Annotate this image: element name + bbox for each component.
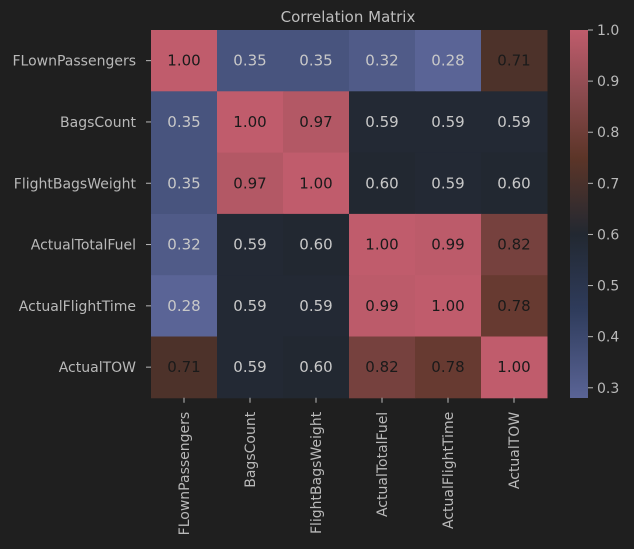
- cell-value-label: 0.71: [497, 52, 530, 70]
- colorbar-tick-label: 0.8: [597, 125, 619, 141]
- heatmap-cell: [217, 30, 284, 92]
- y-tick-label: FlightBagsWeight: [14, 176, 137, 192]
- heatmap-cell: [151, 275, 218, 337]
- heatmap-cell: [151, 152, 218, 215]
- heatmap-cell: [349, 30, 416, 92]
- heatmap-cell: [481, 213, 548, 276]
- cell-value-label: 0.99: [365, 297, 398, 315]
- heatmap-cell: [151, 213, 218, 276]
- cell-value-label: 0.59: [497, 113, 530, 131]
- x-tick-label: ActualTotalFuel: [375, 412, 391, 517]
- cell-value-label: 0.35: [167, 113, 200, 131]
- colorbar-tick-label: 0.6: [597, 227, 619, 243]
- colorbar-gradient: [570, 30, 588, 398]
- cell-value-label: 0.99: [431, 236, 464, 254]
- colorbar-tick-label: 1.0: [597, 23, 619, 39]
- heatmap-cell: [217, 275, 284, 337]
- chart-title: Correlation Matrix: [281, 8, 416, 26]
- cell-value-label: 0.78: [431, 358, 464, 376]
- colorbar-tick-label: 0.4: [597, 330, 619, 346]
- cell-value-label: 0.60: [299, 358, 332, 376]
- heatmap-cell: [283, 152, 350, 215]
- heatmap-cell: [349, 152, 416, 215]
- colorbar-tick-label: 0.3: [597, 381, 619, 397]
- cell-value-label: 0.32: [167, 236, 200, 254]
- y-tick-label: ActualFlightTime: [19, 299, 136, 315]
- colorbar-tick-label: 0.9: [597, 74, 619, 90]
- cell-value-label: 0.71: [167, 358, 200, 376]
- cell-value-label: 0.35: [299, 52, 332, 70]
- heatmap-cell: [481, 91, 548, 154]
- cell-value-label: 0.59: [233, 297, 266, 315]
- heatmap-cell: [415, 336, 482, 399]
- cell-value-label: 0.82: [497, 236, 530, 254]
- x-tick-label: ActualFlightTime: [441, 412, 457, 529]
- cell-value-label: 0.32: [365, 52, 398, 70]
- heatmap-cell: [415, 275, 482, 337]
- heatmap-cell: [217, 152, 284, 215]
- heatmap-cell: [283, 91, 350, 154]
- heatmap-cell: [481, 152, 548, 215]
- heatmap-cell: [217, 91, 284, 154]
- heatmap-cell: [151, 91, 218, 154]
- cell-value-label: 0.59: [431, 113, 464, 131]
- x-tick-label: BagsCount: [243, 411, 259, 487]
- cell-value-label: 0.28: [167, 297, 200, 315]
- cell-value-label: 0.59: [233, 236, 266, 254]
- cell-value-label: 1.00: [167, 52, 200, 70]
- cell-value-label: 0.78: [497, 297, 530, 315]
- y-tick-labels: FLownPassengers BagsCount FlightBagsWeight…: [12, 54, 151, 376]
- colorbar-tick-label: 0.5: [597, 279, 619, 295]
- heatmap-cell: [217, 336, 284, 399]
- cell-value-label: 1.00: [299, 174, 332, 192]
- y-tick-label: ActualTotalFuel: [31, 238, 136, 254]
- y-tick-label: ActualTOW: [59, 360, 136, 376]
- cell-value-label: 1.00: [365, 236, 398, 254]
- x-tick-label: ActualTOW: [507, 412, 523, 489]
- cell-value-label: 0.59: [233, 358, 266, 376]
- heatmap-cell: [151, 30, 218, 92]
- cell-value-label: 0.59: [431, 174, 464, 192]
- heatmap-cell: [415, 91, 482, 154]
- heatmap-cell: [283, 336, 350, 399]
- x-tick-label: FlightBagsWeight: [309, 411, 325, 534]
- x-tick-label: FLownPassengers: [177, 412, 193, 536]
- colorbar-tick-label: 0.7: [597, 176, 619, 192]
- y-tick-label: FLownPassengers: [12, 54, 136, 70]
- colorbar: 0.3 0.4 0.5 0.6 0.7 0.8 0.9 1.0: [570, 23, 619, 398]
- heatmap-cell: [481, 275, 548, 337]
- heatmap-cells: 1.00 0.35 0.35 0.32 0.28 0.71 0.35 1.00 0.97 0.59…: [151, 30, 548, 399]
- cell-value-label: 0.60: [497, 174, 530, 192]
- heatmap-cell: [481, 30, 548, 92]
- heatmap-cell: [349, 275, 416, 337]
- heatmap-cell: [481, 336, 548, 399]
- heatmap-cell: [415, 213, 482, 276]
- cell-value-label: 0.35: [167, 174, 200, 192]
- cell-value-label: 0.82: [365, 358, 398, 376]
- heatmap-cell: [415, 30, 482, 92]
- y-tick-label: BagsCount: [60, 115, 136, 131]
- heatmap-cell: [217, 213, 284, 276]
- heatmap-cell: [349, 91, 416, 154]
- cell-value-label: 0.59: [365, 113, 398, 131]
- heatmap-cell: [283, 275, 350, 337]
- cell-value-label: 0.60: [365, 174, 398, 192]
- cell-value-label: 1.00: [233, 113, 266, 131]
- heatmap-cell: [349, 213, 416, 276]
- cell-value-label: 0.97: [233, 174, 266, 192]
- heatmap-cell: [415, 152, 482, 215]
- cell-value-label: 1.00: [497, 358, 530, 376]
- cell-value-label: 0.59: [299, 297, 332, 315]
- cell-value-label: 0.35: [233, 52, 266, 70]
- cell-value-label: 0.97: [299, 113, 332, 131]
- heatmap-cell: [283, 30, 350, 92]
- x-tick-labels: FLownPassengers BagsCount FlightBagsWeight…: [177, 397, 523, 536]
- heatmap-cell: [349, 336, 416, 399]
- heatmap-cell: [283, 213, 350, 276]
- cell-value-label: 0.28: [431, 52, 464, 70]
- cell-value-label: 1.00: [431, 297, 464, 315]
- cell-value-label: 0.60: [299, 236, 332, 254]
- heatmap-cell: [151, 336, 218, 399]
